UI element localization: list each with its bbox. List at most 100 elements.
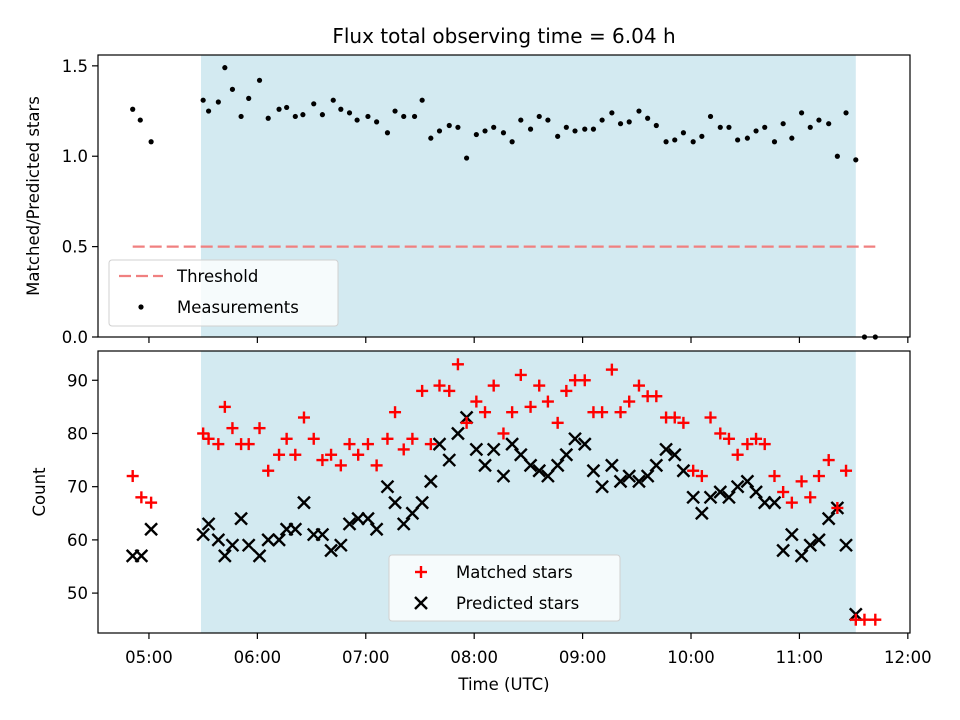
predicted-star-point [749,485,763,499]
measurement-point [229,86,236,92]
predicted-star-point [740,474,755,489]
matched-star-point [714,427,727,440]
measurement-point [200,97,206,103]
predicted-star-point [201,517,216,531]
measurement-point [446,122,452,129]
predicted-star-point [134,549,149,563]
matched-star-point [262,464,275,477]
y-tick-label: 50 [67,584,88,603]
matched-star-point [560,384,573,397]
measurement-point [555,133,561,139]
matched-star-point [541,395,554,408]
measurement-point [473,131,479,138]
matched-star-point [316,454,329,467]
matched-star-point [242,438,255,451]
measurement-point [590,126,597,132]
predicted-star-point [333,538,348,553]
predicted-star-point [217,549,232,563]
predicted-star-point [821,511,836,526]
legend-matched-label: Matched stars [456,563,573,582]
measurement-point [527,126,534,132]
y-tick-label: 1.0 [62,147,88,166]
matched-star-point [578,374,591,387]
panel-ratio: 0.0 0.5 1.0 1.5 Matched/Predicted stars Thr… [24,54,911,347]
measurement-point [617,121,624,127]
predicted-star-point [794,549,809,563]
measurement-point [148,139,154,145]
measurement-point [130,106,136,112]
matched-star-point [126,470,139,483]
predicted-star-point [451,426,465,441]
measurement-point [137,117,143,123]
predicted-star-point [505,437,519,451]
y-tick-label: 80 [67,424,88,443]
measurement-point [843,110,849,116]
y-tick-label: 70 [67,478,88,497]
predicted-star-point [703,490,718,505]
measurement-point [735,137,741,143]
measurement-point [284,104,290,111]
legend-predicted-label: Predicted stars [456,594,579,613]
matched-star-point [389,406,402,419]
legend-measurements-label: Measurements [177,298,299,317]
matched-star-point [668,411,681,424]
matched-star-point [514,368,527,381]
predicted-star-point [541,469,555,483]
predicted-star-point [432,437,447,451]
matched-star-point [280,432,293,445]
matched-star-point [741,438,754,451]
matched-star-point [325,448,338,461]
measurement-point [771,139,778,145]
matched-star-point [677,416,690,429]
x-tick-label: 08:00 [450,648,498,667]
predicted-star-point [622,469,637,483]
y-axis-counts: 50 60 70 80 90 [67,371,98,603]
measurement-point [744,135,750,141]
measurement-point [292,113,298,120]
y-tick-label: 0.0 [62,328,88,347]
matched-star-point [614,406,627,419]
predicted-star-point [252,549,267,563]
predicted-star-point [640,469,655,483]
legend-measurements-swatch [138,304,144,310]
matched-star-point [758,438,771,451]
matched-star-point [416,384,429,397]
matched-star-point [406,432,419,445]
predicted-star-point [839,538,853,553]
y-tick-label: 90 [67,371,88,390]
matched-star-point [795,475,808,488]
predicted-star-point [523,458,538,473]
y-tick-label: 60 [67,531,88,550]
matched-star-point [334,459,347,472]
predicted-star-point [351,511,366,526]
predicted-star-point [676,463,691,478]
predicted-star-point [812,533,826,547]
measurement-point [509,139,515,145]
legend-predicted-swatch [414,596,428,610]
measurement-point [411,113,418,120]
matched-star-point [623,395,636,408]
predicted-star-point [713,485,728,499]
measurement-point [518,117,524,123]
measurement-point [572,128,578,134]
matched-star-point [551,416,564,429]
legend-box-counts [388,554,621,622]
matched-star-point [361,438,374,451]
predicted-star-point [442,453,457,467]
measurement-point [626,119,632,125]
measurement-point [330,97,336,103]
measurement-point [500,130,507,136]
x-tick-label: 11:00 [776,648,824,667]
measurement-point [246,95,252,101]
measurement-point [463,155,470,161]
x-axis-ticks-ratio [148,337,909,343]
measurement-points [130,65,878,340]
y-axis-ratio: 0.0 0.5 1.0 1.5 [62,57,98,347]
matched-star-point [858,613,871,626]
matched-star-point [218,400,231,413]
chart-title: Flux total observing time = 6.04 h [332,24,675,48]
matched-star-point [650,390,663,403]
predicted-stars-points [125,410,863,622]
measurement-point [780,121,786,127]
matched-star-point [451,358,464,371]
